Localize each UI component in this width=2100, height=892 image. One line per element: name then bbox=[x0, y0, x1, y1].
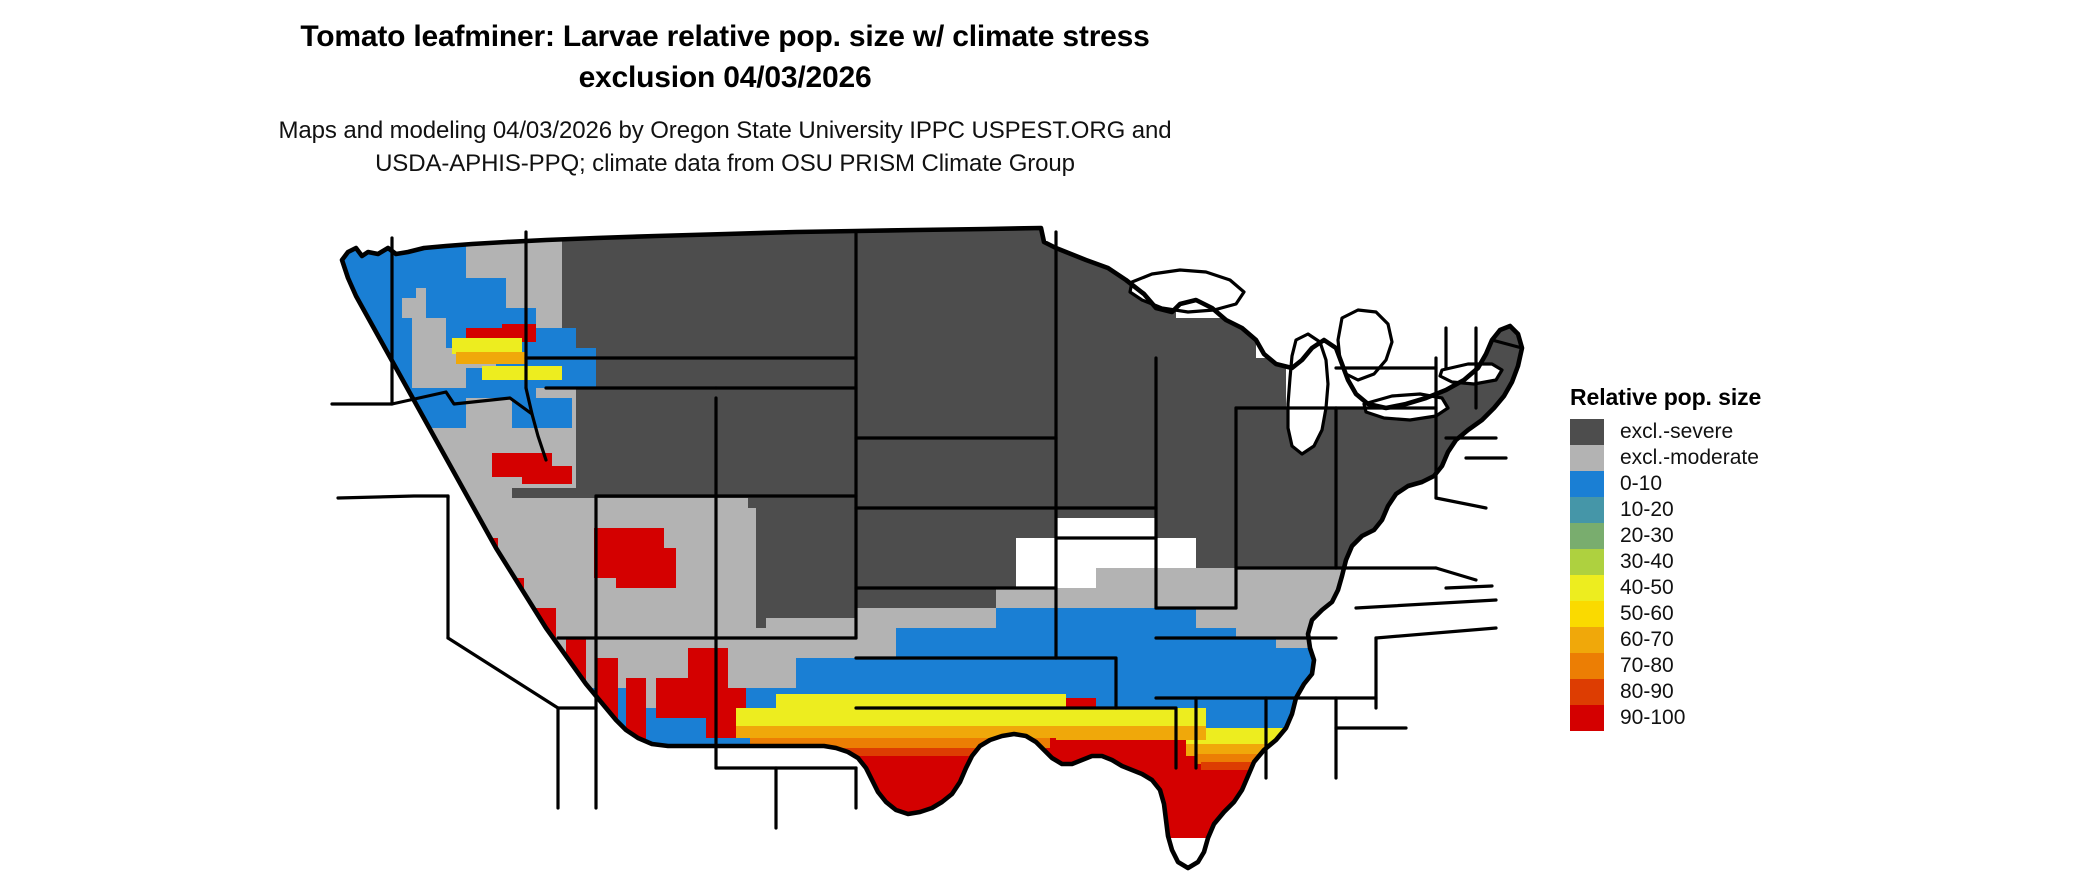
legend-item: 50-60 bbox=[1570, 601, 1870, 627]
legend-item-label: 60-70 bbox=[1620, 628, 1674, 651]
outside-country-mask bbox=[296, 208, 1556, 878]
map-legend: Relative pop. size excl.-severe excl.-mod… bbox=[1570, 384, 1870, 731]
legend-item: 0-10 bbox=[1570, 471, 1870, 497]
legend-item: excl.-severe bbox=[1570, 419, 1870, 445]
legend-swatch bbox=[1570, 471, 1604, 497]
legend-item: 30-40 bbox=[1570, 549, 1870, 575]
page-title: Tomato leafminer: Larvae relative pop. s… bbox=[300, 20, 1150, 94]
legend-items: excl.-severe excl.-moderate 0-10 10-20 20-30… bbox=[1570, 419, 1870, 731]
legend-item-label: 50-60 bbox=[1620, 602, 1674, 625]
legend-item: excl.-moderate bbox=[1570, 445, 1870, 471]
legend-swatch bbox=[1570, 445, 1604, 471]
legend-item: 70-80 bbox=[1570, 653, 1870, 679]
legend-item-label: 80-90 bbox=[1620, 680, 1674, 703]
legend-swatch bbox=[1570, 705, 1604, 731]
legend-item-label: 20-30 bbox=[1620, 524, 1674, 547]
legend-item-label: 70-80 bbox=[1620, 654, 1674, 677]
legend-item-label: 0-10 bbox=[1620, 472, 1663, 495]
legend-swatch bbox=[1570, 627, 1604, 653]
legend-item-label: 30-40 bbox=[1620, 550, 1674, 573]
state-boundaries bbox=[330, 230, 1524, 830]
legend-swatch bbox=[1570, 679, 1604, 705]
map-svg bbox=[296, 208, 1556, 878]
legend-item-label: excl.-severe bbox=[1620, 420, 1734, 443]
legend-item-label: 10-20 bbox=[1620, 498, 1674, 521]
page-subtitle: Maps and modeling 04/03/2026 by Oregon S… bbox=[278, 117, 1172, 177]
legend-swatch bbox=[1570, 497, 1604, 523]
title-block: Tomato leafminer: Larvae relative pop. s… bbox=[0, 16, 1450, 180]
us-choropleth-map bbox=[296, 208, 1556, 878]
legend-item: 40-50 bbox=[1570, 575, 1870, 601]
legend-swatch bbox=[1570, 549, 1604, 575]
legend-swatch bbox=[1570, 653, 1604, 679]
great-lakes bbox=[1130, 270, 1502, 454]
great-lakes-outline bbox=[1128, 268, 1504, 456]
legend-item-label: 90-100 bbox=[1620, 706, 1686, 729]
legend-swatch bbox=[1570, 601, 1604, 627]
country-outline bbox=[339, 225, 1525, 871]
legend-swatch bbox=[1570, 523, 1604, 549]
legend-swatch bbox=[1570, 419, 1604, 445]
legend-item-label: 40-50 bbox=[1620, 576, 1674, 599]
legend-item: 80-90 bbox=[1570, 679, 1870, 705]
legend-item: 90-100 bbox=[1570, 705, 1870, 731]
legend-item: 20-30 bbox=[1570, 523, 1870, 549]
legend-swatch bbox=[1570, 575, 1604, 601]
legend-item: 10-20 bbox=[1570, 497, 1870, 523]
legend-item: 60-70 bbox=[1570, 627, 1870, 653]
legend-item-label: excl.-moderate bbox=[1620, 446, 1759, 469]
legend-title: Relative pop. size bbox=[1570, 384, 1762, 410]
